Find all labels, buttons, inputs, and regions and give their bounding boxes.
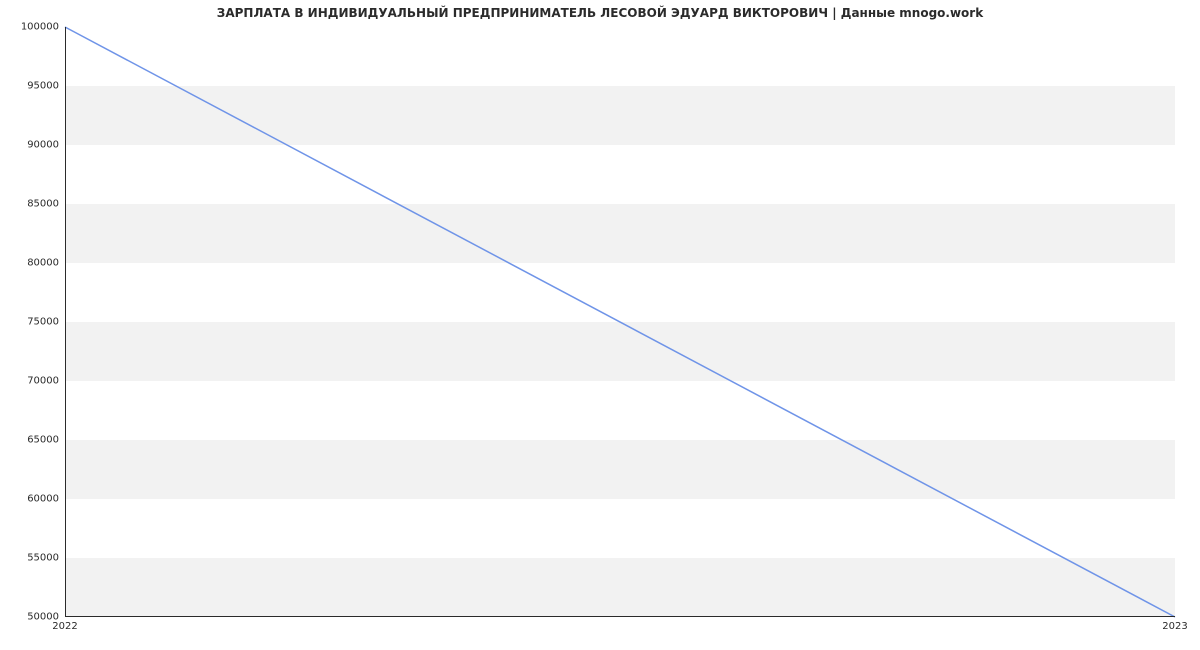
y-axis-line [65, 27, 66, 617]
y-tick-label: 70000 [27, 376, 65, 387]
y-tick-label: 60000 [27, 494, 65, 505]
series-line-salary [65, 27, 1175, 617]
y-tick-label: 100000 [21, 22, 65, 33]
salary-chart: ЗАРПЛАТА В ИНДИВИДУАЛЬНЫЙ ПРЕДПРИНИМАТЕЛ… [0, 0, 1200, 650]
y-tick-label: 75000 [27, 317, 65, 328]
x-tick-label: 2023 [1162, 617, 1187, 632]
x-tick-label: 2022 [52, 617, 77, 632]
line-layer [65, 27, 1175, 617]
y-tick-label: 95000 [27, 81, 65, 92]
y-tick-label: 80000 [27, 258, 65, 269]
chart-title: ЗАРПЛАТА В ИНДИВИДУАЛЬНЫЙ ПРЕДПРИНИМАТЕЛ… [0, 6, 1200, 20]
y-tick-label: 55000 [27, 553, 65, 564]
x-axis-line [65, 616, 1175, 617]
y-tick-label: 90000 [27, 140, 65, 151]
y-tick-label: 65000 [27, 435, 65, 446]
plot-area: 5000055000600006500070000750008000085000… [65, 27, 1175, 617]
y-tick-label: 85000 [27, 199, 65, 210]
